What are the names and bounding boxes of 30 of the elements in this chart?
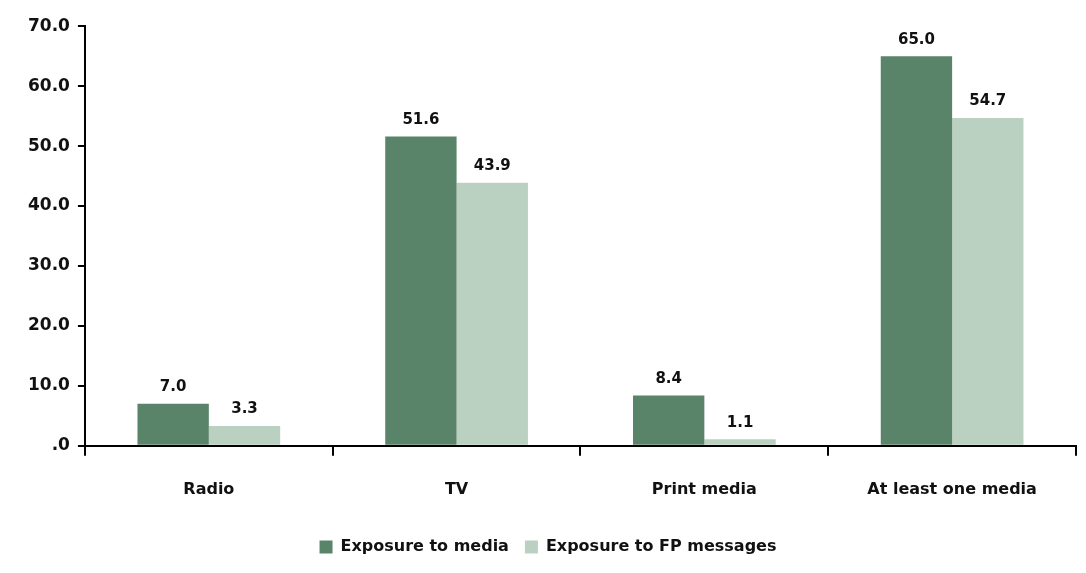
bar <box>137 403 209 445</box>
data-label: 8.4 <box>655 368 682 387</box>
bar <box>952 117 1024 445</box>
data-label: 3.3 <box>231 399 258 418</box>
bar <box>704 439 776 445</box>
data-label: 54.7 <box>969 91 1007 110</box>
data-label: 43.9 <box>473 156 511 175</box>
y-tick-label: 30.0 <box>27 254 71 275</box>
y-tick-label: 10.0 <box>27 374 71 395</box>
data-label: 1.1 <box>726 412 754 431</box>
y-tick-label: 20.0 <box>27 314 71 335</box>
x-tick-label: Radio <box>183 478 235 498</box>
data-label: 65.0 <box>897 29 935 48</box>
bar <box>633 395 705 445</box>
bar <box>880 56 953 445</box>
y-tick-label: 40.0 <box>27 194 71 215</box>
y-tick-label: 70.0 <box>27 14 71 35</box>
x-tick-label: TV <box>444 478 469 498</box>
y-tick-label: 50.0 <box>27 134 71 155</box>
y-tick-label: .0 <box>51 434 71 455</box>
bar <box>208 426 281 445</box>
legend-label: Exposure to FP messages <box>545 536 777 556</box>
y-tick-label: 60.0 <box>27 74 71 95</box>
x-tick-label: Print media <box>651 478 757 498</box>
data-label: 51.6 <box>402 109 440 128</box>
bar <box>385 136 457 445</box>
data-label: 7.0 <box>159 377 187 396</box>
legend-label: Exposure to media <box>340 536 509 556</box>
x-tick-label: At least one media <box>867 478 1037 498</box>
bar <box>456 182 528 445</box>
